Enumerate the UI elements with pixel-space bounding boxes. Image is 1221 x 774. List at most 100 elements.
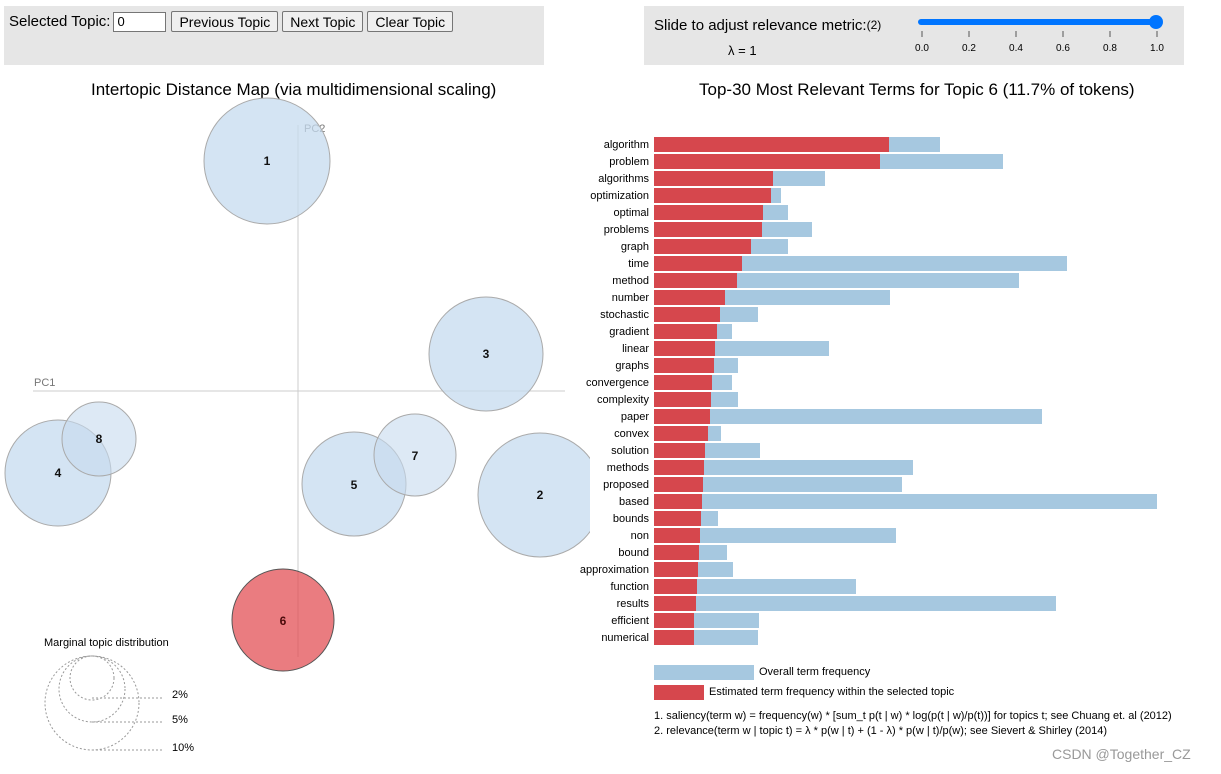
- relevance-slider-label: Slide to adjust relevance metric:(2): [654, 17, 881, 34]
- topic-frequency-bar: [654, 358, 714, 373]
- clear-topic-button[interactable]: Clear Topic: [367, 11, 454, 32]
- term-label[interactable]: gradient: [609, 326, 649, 338]
- topic-frequency-bar: [654, 545, 699, 560]
- slider-tick-label: 0.6: [1056, 43, 1070, 54]
- topic-circle-7[interactable]: 7: [373, 413, 457, 497]
- topic-frequency-bar: [654, 171, 773, 186]
- watermark: CSDN @Together_CZ: [1052, 746, 1191, 762]
- topic-label-4: 4: [55, 466, 62, 480]
- topic-circle-1[interactable]: 1: [203, 97, 331, 225]
- pc1-label: PC1: [34, 377, 55, 389]
- term-label[interactable]: algorithm: [604, 139, 649, 151]
- term-label[interactable]: efficient: [611, 615, 649, 627]
- relevance-slider-thumb[interactable]: [1149, 15, 1163, 29]
- selected-topic-input[interactable]: [113, 11, 167, 32]
- term-label[interactable]: complexity: [597, 394, 649, 406]
- topic-frequency-bar: [654, 256, 742, 271]
- term-label[interactable]: solution: [611, 445, 649, 457]
- term-label[interactable]: non: [631, 530, 649, 542]
- legend-estimated-swatch: [654, 685, 704, 700]
- topic-control-panel: Selected Topic: Previous Topic Next Topi…: [4, 6, 544, 65]
- term-label[interactable]: optimal: [614, 207, 649, 219]
- term-label[interactable]: stochastic: [600, 309, 649, 321]
- intertopic-map-title: Intertopic Distance Map (via multidimens…: [91, 80, 497, 99]
- term-label[interactable]: convex: [614, 428, 649, 440]
- term-label[interactable]: results: [617, 598, 650, 610]
- topic-frequency-bar: [654, 392, 711, 407]
- topic-frequency-bar: [654, 579, 697, 594]
- overall-frequency-bar: [654, 579, 856, 594]
- marginal-size-legend: [44, 655, 162, 751]
- previous-topic-button[interactable]: Previous Topic: [171, 11, 279, 32]
- topic-frequency-bar: [654, 205, 763, 220]
- topic-frequency-bar: [654, 307, 720, 322]
- term-label[interactable]: approximation: [580, 564, 649, 576]
- overall-frequency-bar: [654, 460, 913, 475]
- topic-frequency-bar: [654, 511, 701, 526]
- slider-tick-label: 0.8: [1103, 43, 1117, 54]
- topic-label-1: 1: [264, 154, 271, 168]
- relevance-slider-track[interactable]: [918, 19, 1156, 25]
- topic-frequency-bar: [654, 273, 737, 288]
- topic-frequency-bar: [654, 290, 725, 305]
- topic-frequency-bar: [654, 630, 694, 645]
- topic-label-6: 6: [280, 614, 287, 628]
- marginal-circle-2pct: [69, 655, 115, 701]
- topic-circle-2[interactable]: 2: [477, 432, 590, 558]
- term-label[interactable]: proposed: [603, 479, 649, 491]
- topic-circle-3[interactable]: 3: [428, 296, 544, 412]
- term-label[interactable]: graphs: [615, 360, 649, 372]
- overall-frequency-bar: [654, 528, 896, 543]
- topic-frequency-bar: [654, 613, 694, 628]
- marginal-label-10pct: 10%: [172, 742, 194, 754]
- next-topic-button[interactable]: Next Topic: [282, 11, 364, 32]
- term-label[interactable]: number: [612, 292, 650, 304]
- topic-frequency-bar: [654, 562, 698, 577]
- topic-frequency-bar: [654, 443, 705, 458]
- slider-tick-label: 1.0: [1150, 43, 1164, 54]
- term-label[interactable]: algorithms: [598, 173, 649, 185]
- topic-frequency-bar: [654, 222, 762, 237]
- topic-frequency-bar: [654, 494, 702, 509]
- overall-frequency-bar: [654, 494, 1157, 509]
- term-label[interactable]: bounds: [613, 513, 650, 525]
- relevance-label-text: Slide to adjust relevance metric:: [654, 17, 867, 34]
- topic-circle-8[interactable]: 8: [61, 401, 137, 477]
- topic-label-7: 7: [412, 449, 419, 463]
- lambda-value: λ = 1: [728, 43, 757, 58]
- legend-estimated-label: Estimated term frequency within the sele…: [709, 686, 955, 698]
- legend-overall-label: Overall term frequency: [759, 666, 871, 678]
- topic-frequency-bar: [654, 137, 889, 152]
- topic-frequency-bar: [654, 324, 717, 339]
- term-label[interactable]: problem: [609, 156, 649, 168]
- topic-label-5: 5: [351, 478, 358, 492]
- overall-frequency-bar: [654, 409, 1042, 424]
- overall-frequency-bar: [654, 256, 1067, 271]
- term-label[interactable]: method: [612, 275, 649, 287]
- term-label[interactable]: graph: [621, 241, 649, 253]
- term-label[interactable]: methods: [607, 462, 650, 474]
- topic-frequency-bar: [654, 375, 712, 390]
- topic-label-3: 3: [483, 347, 490, 361]
- term-label[interactable]: linear: [622, 343, 649, 355]
- term-label[interactable]: optimization: [590, 190, 649, 202]
- term-label[interactable]: numerical: [601, 632, 649, 644]
- topic-selector-row: Selected Topic: Previous Topic Next Topi…: [9, 11, 457, 32]
- term-label[interactable]: convergence: [586, 377, 649, 389]
- topic-label-8: 8: [96, 432, 103, 446]
- term-label[interactable]: problems: [604, 224, 650, 236]
- overall-frequency-bar: [654, 273, 1019, 288]
- footnote-saliency: 1. saliency(term w) = frequency(w) * [su…: [654, 710, 1172, 722]
- term-label[interactable]: based: [619, 496, 649, 508]
- topic-circle-6[interactable]: 6: [231, 568, 335, 672]
- term-label[interactable]: function: [610, 581, 649, 593]
- slider-tick-label: 0.4: [1009, 43, 1023, 54]
- topic-frequency-bar: [654, 341, 715, 356]
- marginal-label-2pct: 2%: [172, 689, 188, 701]
- term-label[interactable]: time: [628, 258, 649, 270]
- topic-frequency-bar: [654, 188, 771, 203]
- term-label[interactable]: bound: [618, 547, 649, 559]
- marginal-distribution-title: Marginal topic distribution: [44, 637, 169, 649]
- term-label[interactable]: paper: [621, 411, 649, 423]
- selected-topic-label: Selected Topic:: [9, 13, 111, 30]
